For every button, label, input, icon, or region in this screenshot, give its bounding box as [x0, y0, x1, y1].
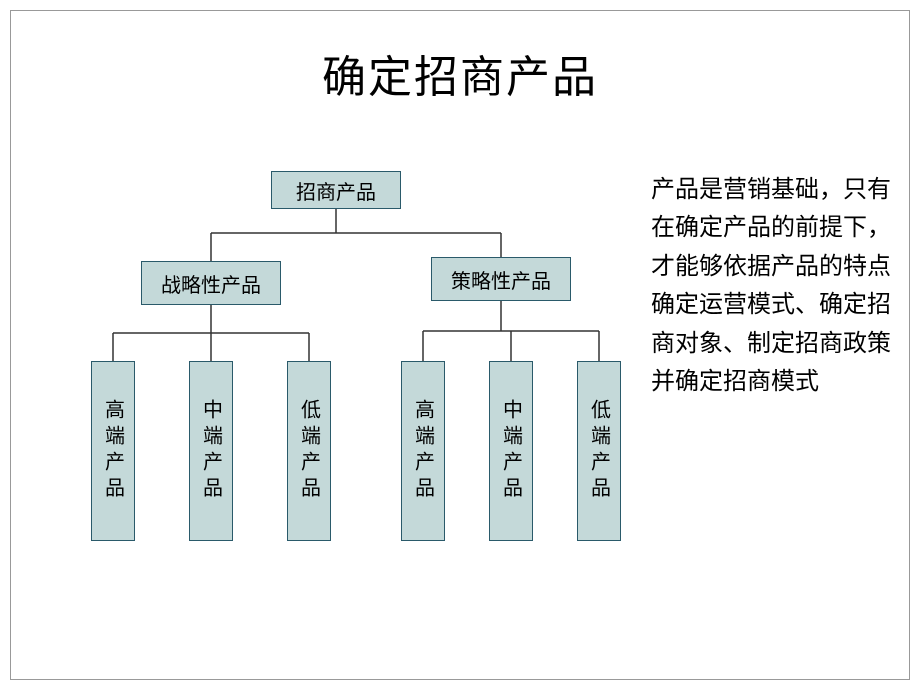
slide-title: 确定招商产品 [11, 41, 909, 105]
node-strategic: 战略性产品 [141, 261, 281, 305]
node-t-low: 低端产品 [577, 361, 621, 541]
node-t-high: 高端产品 [401, 361, 445, 541]
node-s-low: 低端产品 [287, 361, 331, 541]
node-s-high: 高端产品 [91, 361, 135, 541]
node-t-mid: 中端产品 [489, 361, 533, 541]
tree-diagram: 招商产品战略性产品策略性产品高端产品中端产品低端产品高端产品中端产品低端产品 [71, 161, 631, 621]
node-root: 招商产品 [271, 171, 401, 209]
slide-container: 确定招商产品 招商产品战略性产品策略性产品高端产品中端产品低端产品高端产品中端产… [10, 10, 910, 680]
node-s-mid: 中端产品 [189, 361, 233, 541]
connector-lines [71, 161, 631, 621]
side-description: 产品是营销基础，只有在确定产品的前提下，才能够依据产品的特点确定运营模式、确定招… [651, 171, 891, 401]
node-tactical: 策略性产品 [431, 257, 571, 301]
